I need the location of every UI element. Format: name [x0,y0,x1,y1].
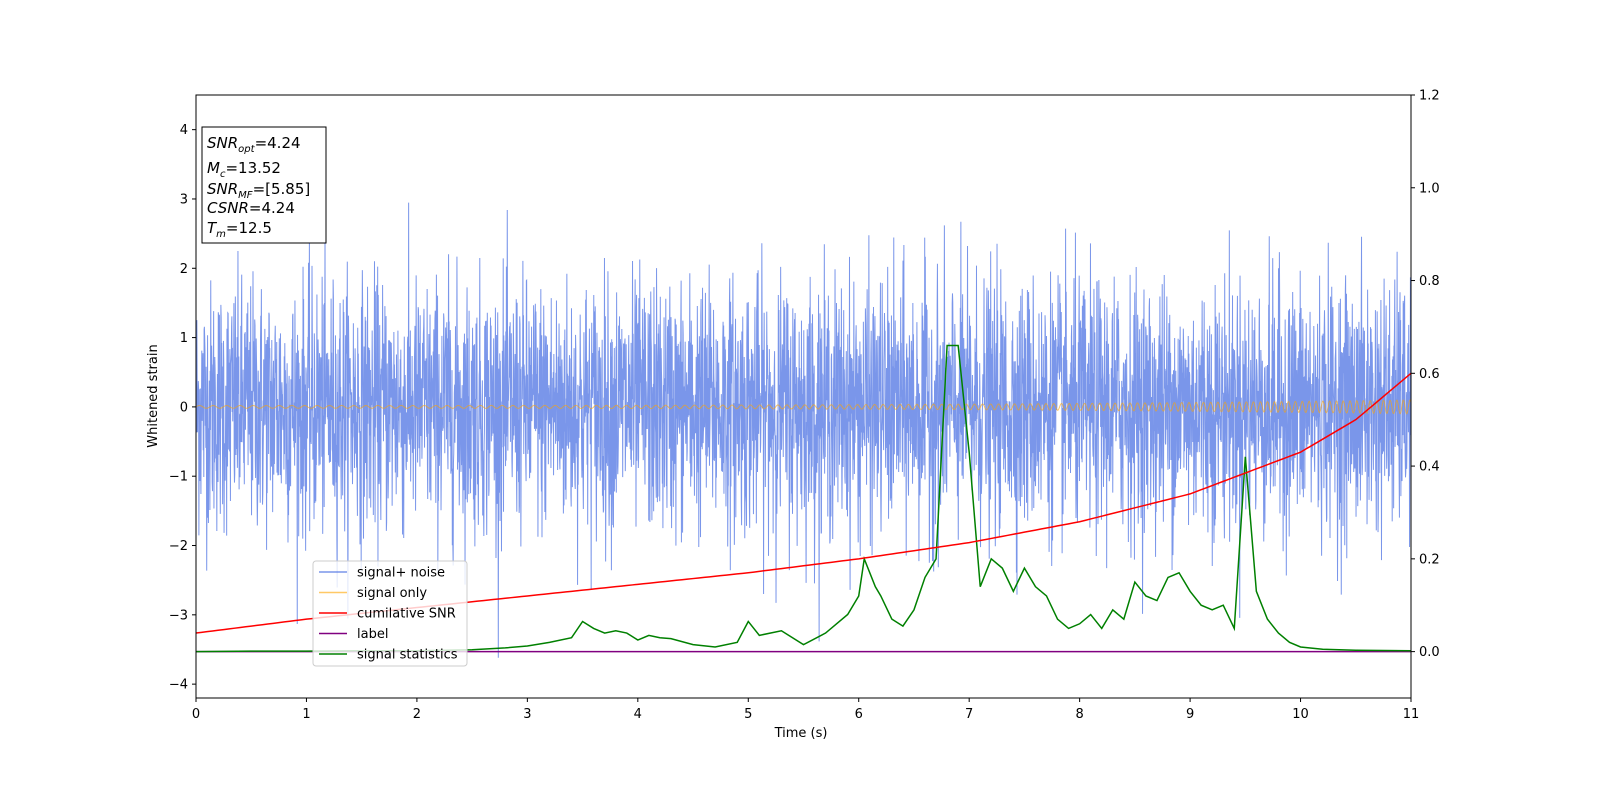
x-tick-label: 6 [855,707,863,722]
y-tick-label: −1 [169,470,188,485]
x-tick-label: 10 [1292,707,1309,722]
x-axis: 0 1 2 3 4 5 6 7 8 9 10 11 [192,698,1419,722]
info-tm: Tm=12.5 [207,219,272,240]
x-tick-label: 1 [302,707,310,722]
x-tick-label: 2 [413,707,421,722]
info-snr-opt: SNRopt=4.24 [207,134,301,155]
x-tick-label: 3 [523,707,531,722]
y2-tick-label: 0.2 [1419,552,1440,567]
y-tick-label: −3 [169,608,188,623]
x-tick-label: 11 [1403,707,1420,722]
info-box: SNRopt=4.24 Mc=13.52 SNRMF=[5.85] CSNR=4… [201,126,327,244]
y-tick-label: 3 [180,192,188,207]
y-tick-label: 2 [180,262,188,277]
y-tick-label: 4 [180,123,188,138]
x-tick-label: 0 [192,707,200,722]
y-axis-title: Whitened strain [146,344,161,447]
x-tick-label: 7 [965,707,973,722]
y2-tick-label: 0.6 [1419,367,1440,382]
y2-tick-label: 0.8 [1419,274,1440,289]
legend: signal+ noise signal only cumilative SNR la… [312,560,468,667]
info-mc: Mc=13.52 [207,159,281,180]
y-tick-label: −4 [169,678,188,693]
y-axis-left: −4 −3 −2 −1 0 1 2 3 4 [169,123,196,693]
info-csnr: CSNR=4.24 [207,199,295,217]
y-axis-right: 0.0 0.2 0.4 0.6 0.8 1.0 1.2 [1411,89,1440,660]
y2-tick-label: 0.0 [1419,645,1440,660]
legend-label-label: label [357,627,388,642]
legend-frame [312,560,468,667]
y-tick-label: 0 [180,400,188,415]
x-tick-label: 9 [1186,707,1194,722]
x-tick-label: 5 [744,707,752,722]
y2-tick-label: 1.0 [1419,181,1440,196]
y-tick-label: 1 [180,331,188,346]
x-tick-label: 4 [634,707,642,722]
series-line-signal-statistics [196,344,1411,653]
legend-label-cumilative-snr: cumilative SNR [357,607,456,622]
legend-label-signal-only: signal only [357,586,427,601]
legend-label-signal-statistics: signal statistics [357,648,458,663]
info-snr-mf: SNRMF=[5.85] [207,180,310,201]
x-tick-label: 8 [1075,707,1083,722]
y2-tick-label: 0.4 [1419,460,1440,475]
y2-tick-label: 1.2 [1419,89,1440,104]
plot-frame [195,94,1412,699]
info-box-frame [201,126,327,244]
legend-label-signal-noise: signal+ noise [357,566,445,581]
y-tick-label: −2 [169,539,188,554]
x-axis-title: Time (s) [774,726,828,741]
series-line-signal-only [196,399,1411,415]
